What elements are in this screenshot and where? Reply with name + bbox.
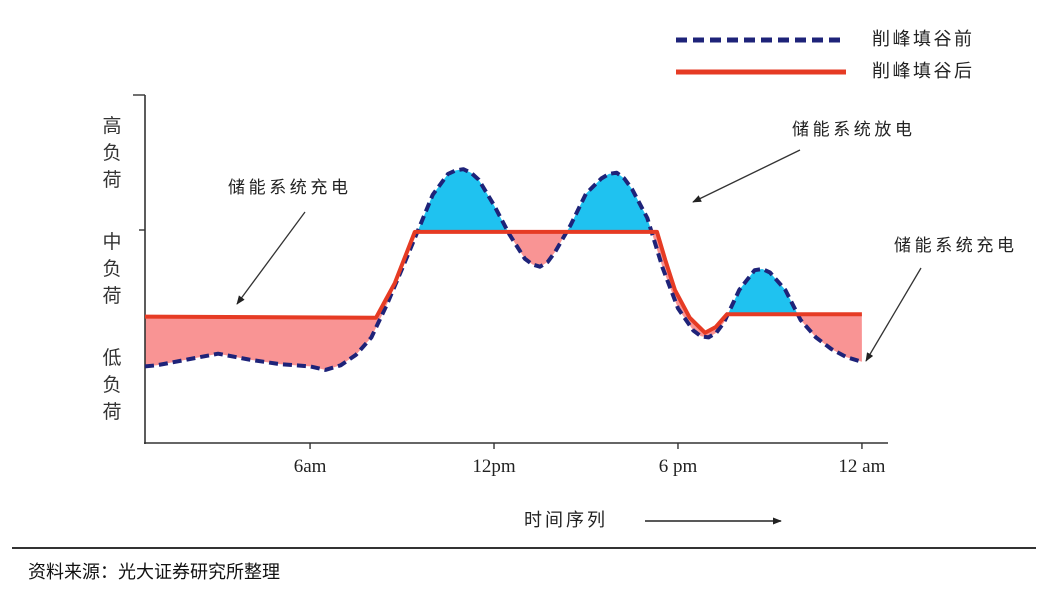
fill-areas: [145, 169, 862, 370]
x-tick-label: 12 am: [838, 456, 886, 477]
charge-area: [145, 231, 862, 370]
annotation-arrow-charge-left: [236, 211, 306, 305]
legend: [676, 37, 846, 75]
annotation-discharge: 储能系统放电: [792, 120, 916, 140]
annotation-charge-left: 储能系统充电: [228, 178, 352, 198]
x-ticks: [309, 443, 863, 449]
annotation-arrow-discharge: [692, 149, 801, 203]
annotation-arrows: [236, 149, 922, 362]
y-category-label: 中负荷: [102, 230, 122, 307]
legend-label-after: 削峰填谷后: [872, 61, 975, 82]
annotation-charge-right: 储能系统充电: [894, 236, 1018, 256]
legend-label-before: 削峰填谷前: [872, 29, 975, 50]
annotation-arrow-charge-right: [865, 267, 922, 362]
axes: [133, 94, 888, 444]
y-category-label: 高负荷: [102, 114, 122, 191]
x-axis-title: 时间序列: [524, 510, 608, 531]
x-tick-label: 12pm: [472, 456, 516, 477]
y-category-label: 低负荷: [102, 346, 122, 423]
series-lines: [144, 167, 863, 372]
source-note: 资料来源：光大证券研究所整理: [28, 562, 280, 583]
series-line-before: [144, 167, 863, 372]
x-tick-label: 6am: [293, 456, 327, 477]
series-line-after: [144, 229, 862, 335]
x-tick-label: 6 pm: [658, 456, 698, 477]
